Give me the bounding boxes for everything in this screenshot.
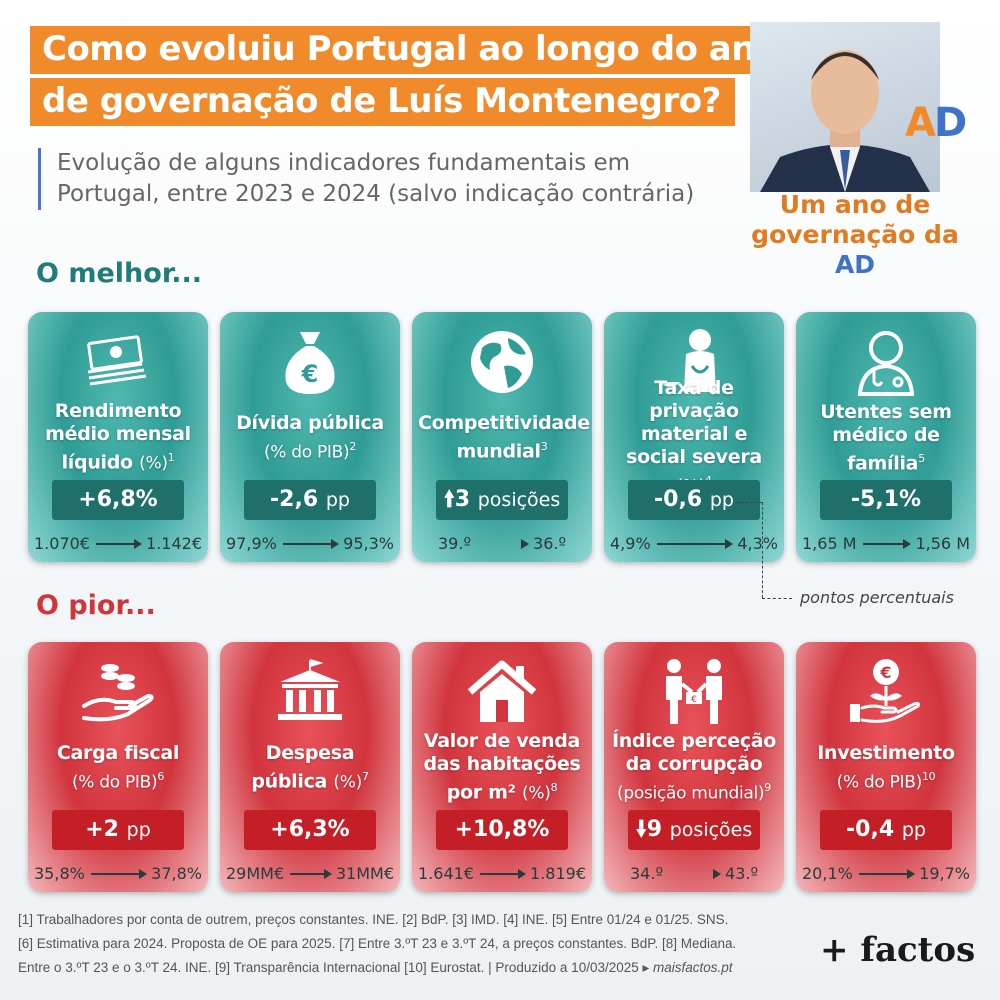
change-badge: +6,8%	[52, 480, 184, 520]
card-label: Índice perceção da corrupção	[611, 730, 777, 776]
footer-line-1: [1] Trabalhadores por conta de outrem, p…	[18, 912, 729, 927]
globe-icon	[464, 326, 540, 396]
change-badge: +6,3%	[244, 810, 376, 850]
card-label: Taxa de privação material e social sever…	[626, 377, 762, 469]
ad-party-logo: AD	[905, 100, 967, 146]
change-badge: -0,4 pp	[820, 810, 952, 850]
card-despesa: Despesa pública (%)7 +6,3% 29MM€ 31MM€	[220, 642, 400, 892]
card-label: Valor de venda das habitações por m²	[423, 730, 581, 804]
portrait-photo	[750, 22, 940, 192]
card-corrupcao: € Índice perceção da corrupção (posição m…	[604, 642, 784, 892]
value-range: 35,8% 37,8%	[34, 864, 202, 883]
value-range: 1.070€ 1.142€	[34, 534, 202, 553]
site-link[interactable]: maisfactos.pt	[653, 960, 733, 975]
card-rendimento: Rendimento médio mensal líquido (%)1 +6,…	[28, 312, 208, 562]
change-badge: -5,1%	[820, 480, 952, 520]
value-range: 29MM€ 31MM€	[226, 864, 394, 883]
subtitle: Evolução de alguns indicadores fundament…	[38, 148, 728, 210]
hand-coins-icon	[80, 656, 156, 726]
doctor-icon	[848, 326, 924, 396]
footer-line-3: Entre o 3.ºT 23 e o 3.ºT 24. INE. [9] Tr…	[18, 960, 733, 975]
change-badge: +2 pp	[52, 810, 184, 850]
change-badge: 🠙3 posições	[436, 480, 568, 520]
subtitle-line-2: Portugal, entre 2023 e 2024 (salvo indic…	[57, 181, 695, 207]
value-range: 4,9% 4,3%	[610, 534, 778, 553]
svg-text:€: €	[301, 360, 319, 388]
sad-person-bowl-icon	[656, 326, 732, 396]
card-label: Despesa pública	[251, 741, 355, 793]
change-badge: -0,6 pp	[628, 480, 760, 520]
svg-text:€: €	[691, 695, 697, 705]
card-carga-fiscal: Carga fiscal (% do PIB)6 +2 pp 35,8% 37,8%	[28, 642, 208, 892]
section-title-good: O melhor...	[36, 258, 203, 289]
change-badge: 🠛9 posições	[628, 810, 760, 850]
pp-connector	[736, 502, 762, 503]
change-badge: -2,6 pp	[244, 480, 376, 520]
page-title-line-2: de governação de Luís Montenegro?	[30, 78, 735, 126]
footer-sources: [1] Trabalhadores por conta de outrem, p…	[18, 908, 798, 980]
bribery-handshake-icon: €	[656, 656, 732, 726]
value-range: 1,65 M 1,56 M	[802, 534, 970, 553]
hand-growing-euro-icon: €	[848, 656, 924, 726]
card-habitacoes: Valor de venda das habitações por m² (%)…	[412, 642, 592, 892]
money-stack-icon	[80, 326, 156, 396]
value-range: 1.641€ 1.819€	[418, 864, 586, 883]
subtitle-line-1: Evolução de alguns indicadores fundament…	[57, 150, 631, 176]
value-range: 34.º 43.º	[630, 864, 758, 883]
card-label: Rendimento médio mensal líquido	[45, 400, 191, 474]
svg-text:€: €	[879, 663, 891, 682]
title-block: Como evoluiu Portugal ao longo do ano de…	[30, 26, 792, 126]
value-range: 97,9% 95,3%	[226, 534, 394, 553]
arrow-up-icon: 🠙	[443, 487, 455, 512]
change-badge: +10,8%	[436, 810, 568, 850]
brand-logo: + factos	[820, 930, 976, 970]
page-title-line-1: Como evoluiu Portugal ao longo do ano	[30, 26, 792, 74]
footer-line-2: [6] Estimativa para 2024. Proposta de OE…	[18, 936, 737, 951]
card-label: Dívida pública	[236, 411, 384, 434]
pp-connector	[762, 598, 792, 599]
money-bag-euro-icon: €	[272, 326, 348, 396]
pp-note: pontos percentuais	[800, 588, 954, 607]
section-title-bad: O pior...	[36, 590, 156, 621]
value-range: 39.º 36.º	[438, 534, 566, 553]
card-label: Investimento	[817, 741, 955, 764]
card-privacao: Taxa de privação material e social sever…	[604, 312, 784, 562]
card-divida: € Dívida pública (% do PIB)2 -2,6 pp 97,9…	[220, 312, 400, 562]
card-competitividade: Competitividade mundial3 🠙3 posições 39.…	[412, 312, 592, 562]
card-label: Competitividade mundial	[418, 412, 590, 463]
card-utentes: Utentes sem médico de família5 -5,1% 1,6…	[796, 312, 976, 562]
value-range: 20,1% 19,7%	[802, 864, 970, 883]
government-building-icon	[272, 656, 348, 726]
house-icon	[464, 656, 540, 726]
ad-tagline: Um ano de governação da AD	[751, 190, 959, 279]
card-label: Utentes sem médico de família	[820, 400, 952, 475]
arrow-down-icon: 🠛	[635, 817, 647, 842]
card-investimento: € Investimento (% do PIB)10 -0,4 pp 20,1%…	[796, 642, 976, 892]
card-label: Carga fiscal	[56, 741, 180, 764]
pp-connector	[762, 502, 763, 598]
